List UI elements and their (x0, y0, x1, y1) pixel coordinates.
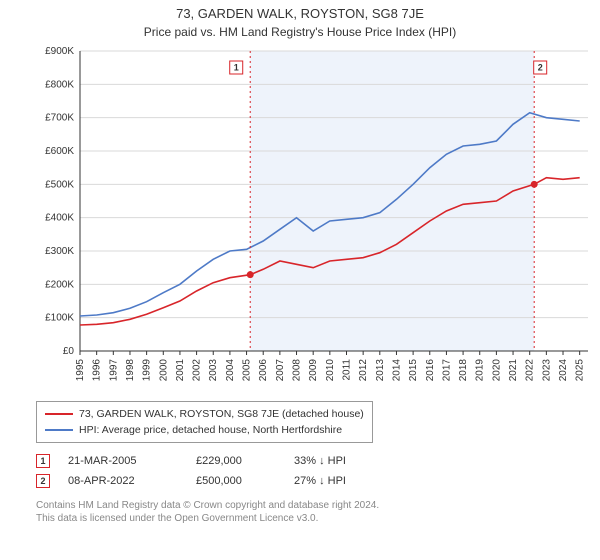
svg-text:2003: 2003 (208, 359, 219, 382)
legend: 73, GARDEN WALK, ROYSTON, SG8 7JE (detac… (36, 401, 373, 443)
svg-text:2000: 2000 (158, 359, 169, 382)
svg-text:2013: 2013 (375, 359, 386, 382)
legend-swatch (45, 413, 73, 415)
footer-attribution: Contains HM Land Registry data © Crown c… (36, 499, 600, 525)
svg-text:£0: £0 (63, 346, 75, 357)
svg-text:2005: 2005 (242, 359, 253, 382)
svg-text:2012: 2012 (358, 359, 369, 382)
chart-title-address: 73, GARDEN WALK, ROYSTON, SG8 7JE (0, 0, 600, 21)
svg-text:£500K: £500K (45, 179, 74, 190)
legend-swatch (45, 429, 73, 431)
svg-text:2007: 2007 (275, 359, 286, 382)
svg-text:2002: 2002 (192, 359, 203, 382)
svg-text:£200K: £200K (45, 279, 74, 290)
svg-text:2017: 2017 (441, 359, 452, 382)
sale-date: 08-APR-2022 (68, 475, 178, 487)
svg-text:1995: 1995 (75, 359, 86, 382)
sales-table: 1 21-MAR-2005 £229,000 33% ↓ HPI 2 08-APR-202… (36, 451, 600, 491)
sale-row: 1 21-MAR-2005 £229,000 33% ↓ HPI (36, 451, 600, 471)
svg-text:£900K: £900K (45, 46, 74, 57)
svg-text:1999: 1999 (142, 359, 153, 382)
svg-text:2008: 2008 (292, 359, 303, 382)
svg-text:2006: 2006 (258, 359, 269, 382)
svg-text:2015: 2015 (408, 359, 419, 382)
svg-text:2018: 2018 (458, 359, 469, 382)
svg-text:2016: 2016 (425, 359, 436, 382)
svg-text:1996: 1996 (92, 359, 103, 382)
legend-item: HPI: Average price, detached house, Nort… (45, 422, 364, 438)
legend-label: HPI: Average price, detached house, Nort… (79, 424, 342, 436)
footer-line-2: This data is licensed under the Open Gov… (36, 512, 600, 525)
legend-label: 73, GARDEN WALK, ROYSTON, SG8 7JE (detac… (79, 408, 364, 420)
svg-text:2024: 2024 (558, 359, 569, 382)
sale-price: £500,000 (196, 475, 276, 487)
legend-item: 73, GARDEN WALK, ROYSTON, SG8 7JE (detac… (45, 406, 364, 422)
svg-text:2022: 2022 (525, 359, 536, 382)
svg-text:£600K: £600K (45, 146, 74, 157)
sale-marker: 1 (36, 454, 50, 468)
svg-text:2021: 2021 (508, 359, 519, 382)
chart-area: £0 £100K £200K £300K £400K £500K £600K £700K £80… (36, 43, 596, 393)
sale-row: 2 08-APR-2022 £500,000 27% ↓ HPI (36, 471, 600, 491)
svg-text:2001: 2001 (175, 359, 186, 382)
svg-text:2014: 2014 (391, 359, 402, 382)
svg-text:2: 2 (538, 63, 543, 73)
svg-text:2004: 2004 (225, 359, 236, 382)
svg-text:1998: 1998 (125, 359, 136, 382)
svg-text:2019: 2019 (475, 359, 486, 382)
svg-text:2009: 2009 (308, 359, 319, 382)
svg-text:1: 1 (234, 63, 239, 73)
svg-text:£400K: £400K (45, 213, 74, 224)
svg-text:2010: 2010 (325, 359, 336, 382)
svg-text:£300K: £300K (45, 246, 74, 257)
svg-text:2025: 2025 (575, 359, 586, 382)
svg-text:2020: 2020 (491, 359, 502, 382)
footer-line-1: Contains HM Land Registry data © Crown c… (36, 499, 600, 512)
line-chart: £0 £100K £200K £300K £400K £500K £600K £700K £80… (36, 43, 596, 393)
svg-text:1997: 1997 (108, 359, 119, 382)
sale-price: £229,000 (196, 455, 276, 467)
svg-text:£100K: £100K (45, 313, 74, 324)
svg-text:£700K: £700K (45, 113, 74, 124)
sale-marker: 2 (36, 474, 50, 488)
svg-text:£800K: £800K (45, 79, 74, 90)
sale-diff: 33% ↓ HPI (294, 455, 384, 467)
chart-title-sub: Price paid vs. HM Land Registry's House … (0, 21, 600, 43)
sale-diff: 27% ↓ HPI (294, 475, 384, 487)
svg-text:2011: 2011 (341, 359, 352, 381)
sale-date: 21-MAR-2005 (68, 455, 178, 467)
svg-text:2023: 2023 (541, 359, 552, 382)
